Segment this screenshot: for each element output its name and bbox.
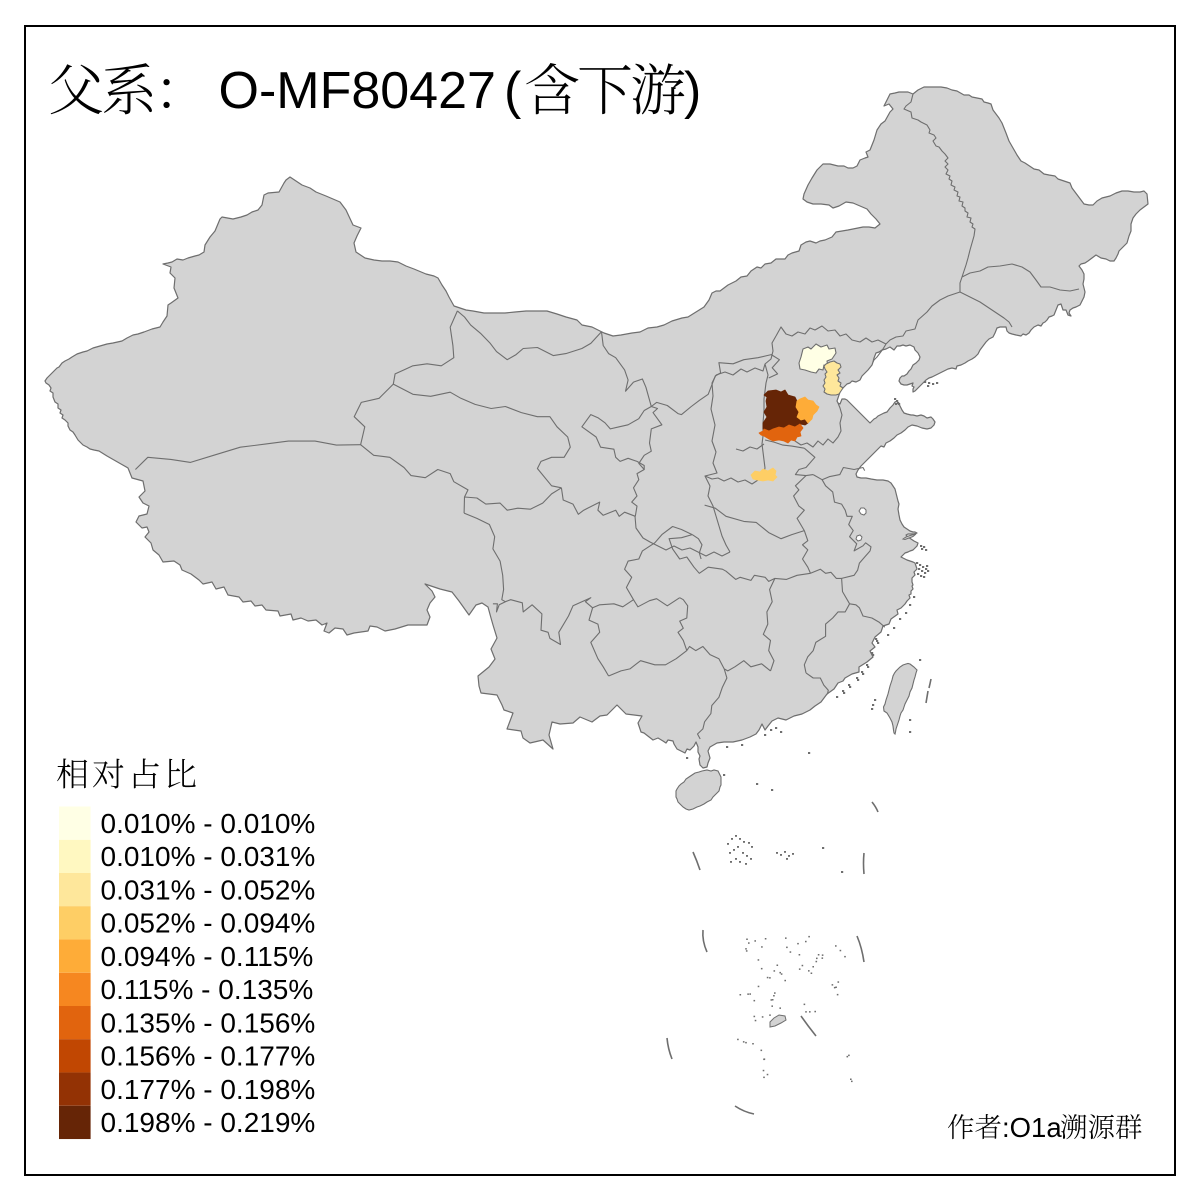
svg-text:0.115% - 0.135%: 0.115% - 0.135% <box>101 974 314 1005</box>
svg-text:0.052% - 0.094%: 0.052% - 0.094% <box>101 908 316 939</box>
svg-text:): ) <box>684 62 701 120</box>
svg-text:0.010% - 0.031%: 0.010% - 0.031% <box>101 841 316 872</box>
svg-text:0.177% - 0.198%: 0.177% - 0.198% <box>101 1074 316 1105</box>
svg-text:O-MF80427: O-MF80427 <box>219 62 496 120</box>
svg-text:0.135% - 0.156%: 0.135% - 0.156% <box>101 1007 316 1038</box>
svg-text:(: ( <box>504 62 522 120</box>
svg-text:0.156% - 0.177%: 0.156% - 0.177% <box>101 1041 316 1072</box>
svg-text:0.198% - 0.219%: 0.198% - 0.219% <box>101 1107 316 1138</box>
svg-text:0.031% - 0.052%: 0.031% - 0.052% <box>101 874 316 905</box>
svg-text:0.010% - 0.010%: 0.010% - 0.010% <box>101 808 316 839</box>
svg-text::O1a: :O1a <box>1002 1112 1062 1143</box>
svg-text:0.094% - 0.115%: 0.094% - 0.115% <box>101 941 314 972</box>
